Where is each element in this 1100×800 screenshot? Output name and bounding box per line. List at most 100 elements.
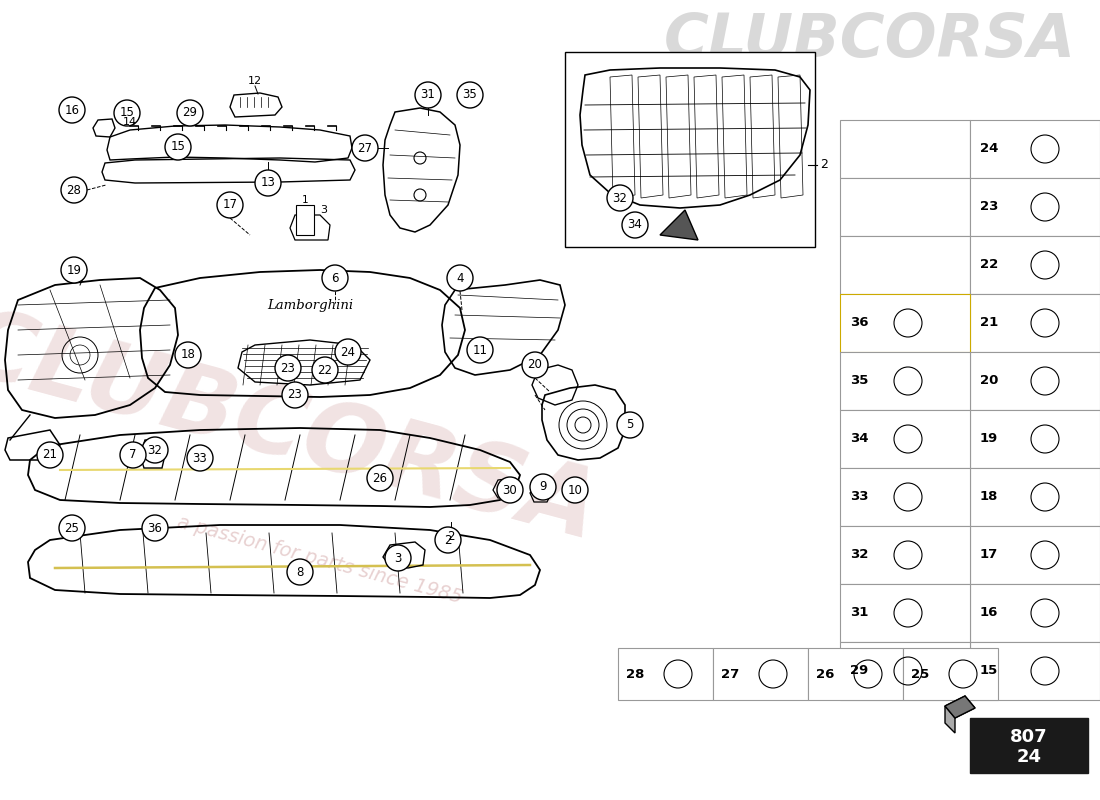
Text: 7: 7 xyxy=(130,449,136,462)
Polygon shape xyxy=(945,696,975,718)
Text: Lamborghini: Lamborghini xyxy=(267,298,353,311)
Circle shape xyxy=(255,170,280,196)
FancyBboxPatch shape xyxy=(840,294,970,352)
FancyBboxPatch shape xyxy=(840,120,970,178)
FancyBboxPatch shape xyxy=(970,584,1100,642)
FancyBboxPatch shape xyxy=(970,120,1100,178)
Text: 23: 23 xyxy=(287,389,303,402)
FancyBboxPatch shape xyxy=(808,648,903,700)
Text: CLUBCORSA: CLUBCORSA xyxy=(0,300,608,560)
FancyBboxPatch shape xyxy=(618,648,713,700)
Circle shape xyxy=(468,337,493,363)
FancyBboxPatch shape xyxy=(970,526,1100,584)
FancyBboxPatch shape xyxy=(565,52,815,247)
Text: 36: 36 xyxy=(850,317,869,330)
Circle shape xyxy=(217,192,243,218)
Circle shape xyxy=(59,97,85,123)
Text: 12: 12 xyxy=(248,76,262,86)
FancyBboxPatch shape xyxy=(970,294,1100,352)
FancyBboxPatch shape xyxy=(970,178,1100,236)
Circle shape xyxy=(497,477,522,503)
Text: 32: 32 xyxy=(147,443,163,457)
FancyBboxPatch shape xyxy=(903,648,998,700)
Circle shape xyxy=(114,100,140,126)
FancyBboxPatch shape xyxy=(970,718,1088,773)
Text: 26: 26 xyxy=(373,471,387,485)
Circle shape xyxy=(434,527,461,553)
Text: 25: 25 xyxy=(65,522,79,534)
Circle shape xyxy=(415,82,441,108)
Text: 18: 18 xyxy=(980,490,999,503)
Text: 32: 32 xyxy=(613,191,627,205)
Text: 4: 4 xyxy=(456,271,464,285)
Text: 2: 2 xyxy=(444,534,452,546)
FancyBboxPatch shape xyxy=(970,410,1100,468)
Text: 20: 20 xyxy=(528,358,542,371)
FancyBboxPatch shape xyxy=(713,648,808,700)
Circle shape xyxy=(522,352,548,378)
Text: 8: 8 xyxy=(296,566,304,578)
Text: 31: 31 xyxy=(420,89,436,102)
Circle shape xyxy=(312,357,338,383)
Circle shape xyxy=(617,412,643,438)
Circle shape xyxy=(336,339,361,365)
Text: 26: 26 xyxy=(816,667,835,681)
Circle shape xyxy=(287,559,314,585)
Text: 17: 17 xyxy=(222,198,238,211)
Text: 19: 19 xyxy=(66,263,81,277)
Text: 16: 16 xyxy=(980,606,999,619)
Text: 23: 23 xyxy=(980,201,999,214)
Circle shape xyxy=(142,515,168,541)
Text: 17: 17 xyxy=(980,549,999,562)
Text: 31: 31 xyxy=(850,606,868,619)
Polygon shape xyxy=(660,210,698,240)
Circle shape xyxy=(60,177,87,203)
Text: 21: 21 xyxy=(980,317,999,330)
Text: 22: 22 xyxy=(318,363,332,377)
Text: 1: 1 xyxy=(301,195,308,205)
Circle shape xyxy=(530,474,556,500)
Text: 27: 27 xyxy=(720,667,739,681)
Text: 3: 3 xyxy=(320,205,327,215)
Text: 6: 6 xyxy=(331,271,339,285)
Circle shape xyxy=(385,545,411,571)
Text: 15: 15 xyxy=(980,665,999,678)
FancyBboxPatch shape xyxy=(840,178,970,236)
Text: 16: 16 xyxy=(65,103,79,117)
FancyBboxPatch shape xyxy=(840,642,970,700)
Text: 36: 36 xyxy=(147,522,163,534)
Text: 807: 807 xyxy=(1010,729,1048,746)
Text: 2: 2 xyxy=(820,158,828,171)
Circle shape xyxy=(142,437,168,463)
Circle shape xyxy=(562,477,588,503)
Text: 9: 9 xyxy=(539,481,547,494)
Text: 28: 28 xyxy=(67,183,81,197)
Circle shape xyxy=(456,82,483,108)
Text: 2: 2 xyxy=(448,530,454,542)
Text: a passion for parts since 1985: a passion for parts since 1985 xyxy=(175,513,464,607)
FancyBboxPatch shape xyxy=(970,352,1100,410)
Circle shape xyxy=(37,442,63,468)
Text: 19: 19 xyxy=(980,433,999,446)
Circle shape xyxy=(282,382,308,408)
Text: 3: 3 xyxy=(394,551,402,565)
Text: 13: 13 xyxy=(261,177,275,190)
Text: 5: 5 xyxy=(626,418,634,431)
Text: 35: 35 xyxy=(463,89,477,102)
Text: 29: 29 xyxy=(850,665,868,678)
FancyBboxPatch shape xyxy=(840,584,970,642)
Text: 30: 30 xyxy=(503,483,517,497)
Text: 32: 32 xyxy=(850,549,868,562)
FancyBboxPatch shape xyxy=(970,468,1100,526)
Circle shape xyxy=(447,265,473,291)
Text: 24: 24 xyxy=(341,346,355,358)
Text: 28: 28 xyxy=(626,667,645,681)
FancyBboxPatch shape xyxy=(840,236,970,294)
Text: CLUBCORSA: CLUBCORSA xyxy=(664,10,1076,70)
Polygon shape xyxy=(945,696,975,718)
Text: 10: 10 xyxy=(568,483,582,497)
Circle shape xyxy=(607,185,632,211)
Circle shape xyxy=(120,442,146,468)
Text: 15: 15 xyxy=(170,141,186,154)
Text: 18: 18 xyxy=(180,349,196,362)
